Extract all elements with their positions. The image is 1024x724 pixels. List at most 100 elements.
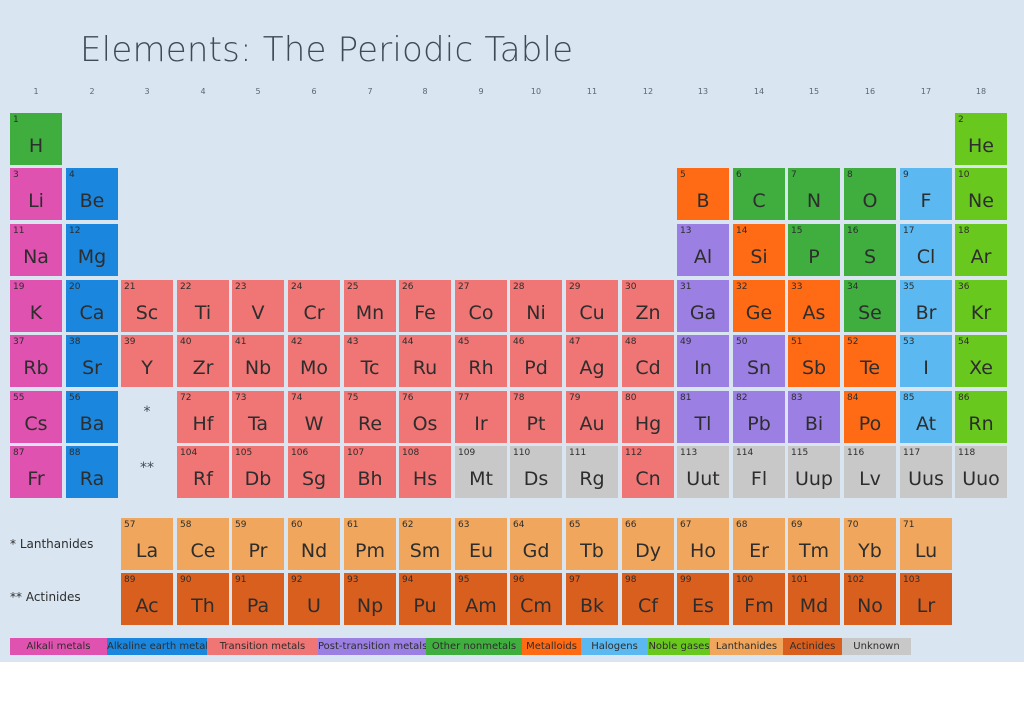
element-tile-ge[interactable]: 32 Ge xyxy=(733,280,785,332)
element-tile-bk[interactable]: 97 Bk xyxy=(566,573,618,625)
element-tile-uuo[interactable]: 118 Uuo xyxy=(955,446,1007,498)
element-tile-bi[interactable]: 83 Bi xyxy=(788,391,840,443)
element-tile-k[interactable]: 19 K xyxy=(10,280,62,332)
element-tile-cd[interactable]: 48 Cd xyxy=(622,335,674,387)
element-tile-at[interactable]: 85 At xyxy=(900,391,952,443)
element-tile-p[interactable]: 15 P xyxy=(788,224,840,276)
element-tile-ac[interactable]: 89 Ac xyxy=(121,573,173,625)
element-tile-tl[interactable]: 81 Tl xyxy=(677,391,729,443)
element-tile-kr[interactable]: 36 Kr xyxy=(955,280,1007,332)
element-tile-zr[interactable]: 40 Zr xyxy=(177,335,229,387)
element-tile-nd[interactable]: 60 Nd xyxy=(288,518,340,570)
element-tile-tb[interactable]: 65 Tb xyxy=(566,518,618,570)
element-tile-co[interactable]: 27 Co xyxy=(455,280,507,332)
element-tile-rh[interactable]: 45 Rh xyxy=(455,335,507,387)
element-tile-fm[interactable]: 100 Fm xyxy=(733,573,785,625)
element-tile-fe[interactable]: 26 Fe xyxy=(399,280,451,332)
element-tile-cn[interactable]: 112 Cn xyxy=(622,446,674,498)
element-tile-gd[interactable]: 64 Gd xyxy=(510,518,562,570)
element-tile-mg[interactable]: 12 Mg xyxy=(66,224,118,276)
element-tile-sr[interactable]: 38 Sr xyxy=(66,335,118,387)
element-tile-si[interactable]: 14 Si xyxy=(733,224,785,276)
element-tile-cl[interactable]: 17 Cl xyxy=(900,224,952,276)
element-tile-db[interactable]: 105 Db xyxy=(232,446,284,498)
element-tile-cr[interactable]: 24 Cr xyxy=(288,280,340,332)
element-tile-th[interactable]: 90 Th xyxy=(177,573,229,625)
element-tile-au[interactable]: 79 Au xyxy=(566,391,618,443)
element-tile-lv[interactable]: 116 Lv xyxy=(844,446,896,498)
element-tile-ba[interactable]: 56 Ba xyxy=(66,391,118,443)
element-tile-ag[interactable]: 47 Ag xyxy=(566,335,618,387)
element-tile-bh[interactable]: 107 Bh xyxy=(344,446,396,498)
element-tile-dy[interactable]: 66 Dy xyxy=(622,518,674,570)
element-tile-re[interactable]: 75 Re xyxy=(344,391,396,443)
element-tile-sc[interactable]: 21 Sc xyxy=(121,280,173,332)
element-tile-al[interactable]: 13 Al xyxy=(677,224,729,276)
element-tile-pu[interactable]: 94 Pu xyxy=(399,573,451,625)
element-tile-cu[interactable]: 29 Cu xyxy=(566,280,618,332)
element-tile-mo[interactable]: 42 Mo xyxy=(288,335,340,387)
element-tile-pm[interactable]: 61 Pm xyxy=(344,518,396,570)
element-tile-lr[interactable]: 103 Lr xyxy=(900,573,952,625)
element-tile-pb[interactable]: 82 Pb xyxy=(733,391,785,443)
element-tile-er[interactable]: 68 Er xyxy=(733,518,785,570)
element-tile-ti[interactable]: 22 Ti xyxy=(177,280,229,332)
element-tile-w[interactable]: 74 W xyxy=(288,391,340,443)
element-tile-u[interactable]: 92 U xyxy=(288,573,340,625)
element-tile-he[interactable]: 2 He xyxy=(955,113,1007,165)
element-tile-uut[interactable]: 113 Uut xyxy=(677,446,729,498)
element-tile-hf[interactable]: 72 Hf xyxy=(177,391,229,443)
element-tile-hs[interactable]: 108 Hs xyxy=(399,446,451,498)
element-tile-cs[interactable]: 55 Cs xyxy=(10,391,62,443)
element-tile-sb[interactable]: 51 Sb xyxy=(788,335,840,387)
element-tile-po[interactable]: 84 Po xyxy=(844,391,896,443)
element-tile-ar[interactable]: 18 Ar xyxy=(955,224,1007,276)
element-tile-tm[interactable]: 69 Tm xyxy=(788,518,840,570)
element-tile-se[interactable]: 34 Se xyxy=(844,280,896,332)
element-tile-in[interactable]: 49 In xyxy=(677,335,729,387)
element-tile-pr[interactable]: 59 Pr xyxy=(232,518,284,570)
element-tile-nb[interactable]: 41 Nb xyxy=(232,335,284,387)
element-tile-np[interactable]: 93 Np xyxy=(344,573,396,625)
element-tile-ca[interactable]: 20 Ca xyxy=(66,280,118,332)
element-tile-uus[interactable]: 117 Uus xyxy=(900,446,952,498)
element-tile-ra[interactable]: 88 Ra xyxy=(66,446,118,498)
element-tile-mt[interactable]: 109 Mt xyxy=(455,446,507,498)
element-tile-sg[interactable]: 106 Sg xyxy=(288,446,340,498)
element-tile-rg[interactable]: 111 Rg xyxy=(566,446,618,498)
element-tile-cm[interactable]: 96 Cm xyxy=(510,573,562,625)
element-tile-zn[interactable]: 30 Zn xyxy=(622,280,674,332)
element-tile-uup[interactable]: 115 Uup xyxy=(788,446,840,498)
element-tile-ir[interactable]: 77 Ir xyxy=(455,391,507,443)
element-tile-cf[interactable]: 98 Cf xyxy=(622,573,674,625)
element-tile-no[interactable]: 102 No xyxy=(844,573,896,625)
element-tile-as[interactable]: 33 As xyxy=(788,280,840,332)
element-tile-lu[interactable]: 71 Lu xyxy=(900,518,952,570)
element-tile-sn[interactable]: 50 Sn xyxy=(733,335,785,387)
element-tile-xe[interactable]: 54 Xe xyxy=(955,335,1007,387)
element-tile-rn[interactable]: 86 Rn xyxy=(955,391,1007,443)
element-tile-li[interactable]: 3 Li xyxy=(10,168,62,220)
element-tile-rf[interactable]: 104 Rf xyxy=(177,446,229,498)
element-tile-eu[interactable]: 63 Eu xyxy=(455,518,507,570)
element-tile-sm[interactable]: 62 Sm xyxy=(399,518,451,570)
element-tile-md[interactable]: 101 Md xyxy=(788,573,840,625)
element-tile-la[interactable]: 57 La xyxy=(121,518,173,570)
element-tile-y[interactable]: 39 Y xyxy=(121,335,173,387)
element-tile-be[interactable]: 4 Be xyxy=(66,168,118,220)
element-tile-ga[interactable]: 31 Ga xyxy=(677,280,729,332)
element-tile-es[interactable]: 99 Es xyxy=(677,573,729,625)
element-tile-ce[interactable]: 58 Ce xyxy=(177,518,229,570)
element-tile-pa[interactable]: 91 Pa xyxy=(232,573,284,625)
element-tile-rb[interactable]: 37 Rb xyxy=(10,335,62,387)
element-tile-ds[interactable]: 110 Ds xyxy=(510,446,562,498)
element-tile-na[interactable]: 11 Na xyxy=(10,224,62,276)
element-tile-pd[interactable]: 46 Pd xyxy=(510,335,562,387)
element-tile-te[interactable]: 52 Te xyxy=(844,335,896,387)
